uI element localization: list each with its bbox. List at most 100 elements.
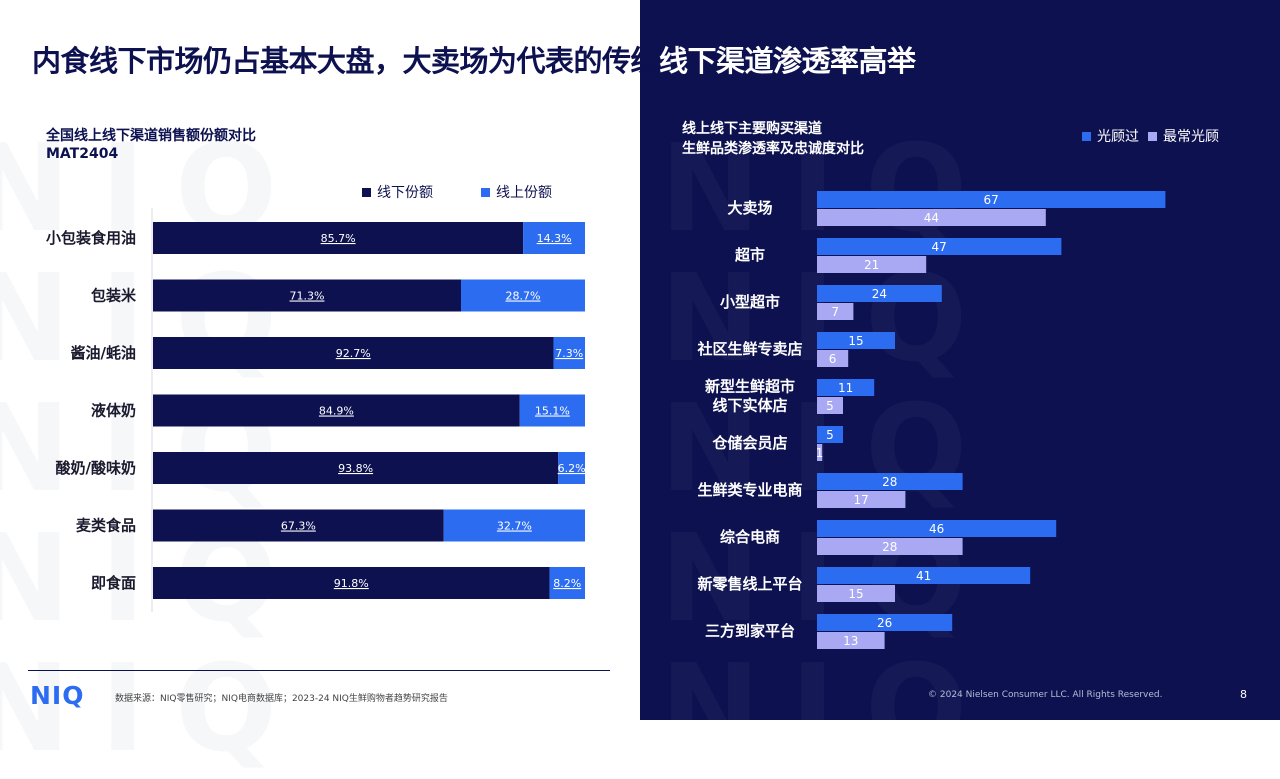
category-label: 酱油/蚝油 [71, 344, 136, 362]
data-label-offline: 93.8% [338, 462, 373, 475]
bar-most-visited [817, 209, 1046, 226]
bar-offline [153, 394, 520, 427]
bar-visited [817, 379, 875, 396]
right-legend-visited: 光顾过 [1082, 126, 1139, 146]
bar-offline [153, 222, 524, 254]
category-label: 社区生鲜专卖店 [696, 340, 802, 358]
title-part-light: 线下渠道渗透率高举 [659, 44, 916, 78]
bar-online [558, 452, 585, 484]
page-title: 内食线下市场仍占基本大盘，大卖场为代表的传统线下渠道渗透率高举 [32, 38, 916, 80]
bar-visited [817, 238, 1062, 255]
data-label-offline: 67.3% [281, 520, 316, 533]
bar-online [461, 279, 585, 312]
category-label: 仓储会员店 [711, 434, 787, 452]
data-label-visited: 5 [826, 428, 834, 442]
category-label: 小包装食用油 [46, 229, 136, 247]
left-chart-period: MAT2404 [46, 146, 119, 162]
right-panel [640, 0, 1280, 720]
category-label: 小型超市 [720, 293, 780, 311]
bar-most-visited [817, 256, 927, 273]
category-label: 大卖场 [727, 199, 772, 217]
data-label-visited: 41 [916, 569, 931, 583]
category-label: 新型生鲜超市 [705, 378, 795, 396]
bar-most-visited [817, 632, 885, 649]
legend-swatch-offline [362, 187, 371, 197]
data-label-online: 6.2% [558, 462, 586, 475]
legend-label-most: 最常光顾 [1163, 129, 1219, 145]
data-label-visited: 15 [848, 334, 863, 348]
share-chart: 小包装食用油 85.7% 14.3% 包装米 71.3% 28.7% 酱油/蚝油 92.7% 7… [46, 208, 586, 612]
bar-most-visited [817, 303, 854, 320]
category-label: 包装米 [91, 287, 137, 305]
bar-offline [153, 452, 559, 484]
legend-swatch-most [1148, 131, 1157, 141]
data-label-offline: 71.3% [290, 290, 325, 303]
bar-visited [817, 285, 942, 302]
bar-online [549, 567, 585, 599]
data-label-online: 14.3% [537, 232, 572, 245]
data-label-most-visited: 5 [826, 399, 834, 413]
page-number: 8 [1240, 688, 1247, 701]
bar-online [553, 337, 585, 369]
left-legend-online: 线上份额 [481, 182, 552, 202]
data-label-online: 8.2% [553, 577, 581, 590]
data-label-visited: 11 [838, 381, 853, 395]
niq-logo: NIQ [30, 681, 85, 710]
legend-label-online: 线上份额 [496, 185, 552, 201]
data-label-most-visited: 15 [848, 587, 863, 601]
category-label: 综合电商 [720, 528, 780, 546]
data-source: 数据来源：NIQ零售研究；NIQ电商数据库；2023-24 NIQ生鲜购物者趋势… [115, 694, 448, 704]
right-chart-title-line1: 线上线下主要购买渠道 [682, 121, 822, 137]
bar-visited [817, 473, 963, 490]
data-label-offline: 92.7% [336, 347, 371, 360]
data-label-visited: 67 [984, 193, 999, 207]
data-label-visited: 28 [882, 475, 897, 489]
copyright: © 2024 Nielsen Consumer LLC. All Rights … [928, 690, 1163, 700]
legend-swatch-online [481, 187, 490, 197]
bar-most-visited [817, 350, 849, 367]
bar-offline [153, 337, 554, 369]
bar-visited [817, 567, 1031, 584]
data-label-visited: 46 [929, 522, 944, 536]
data-label-most-visited: 1 [816, 446, 824, 460]
legend-label-offline: 线下份额 [377, 185, 433, 201]
bar-visited [817, 332, 895, 349]
bar-visited [817, 426, 843, 443]
footer-divider [28, 670, 610, 671]
data-label-most-visited: 7 [831, 305, 839, 319]
left-legend-offline: 线下份额 [362, 182, 433, 202]
bar-most-visited [817, 397, 843, 414]
bar-online [443, 509, 585, 542]
data-label-most-visited: 13 [843, 634, 858, 648]
data-label-online: 15.1% [535, 405, 570, 418]
data-label-offline: 84.9% [319, 405, 354, 418]
category-label: 麦类食品 [76, 517, 136, 535]
data-label-visited: 24 [872, 287, 887, 301]
bar-most-visited [817, 491, 906, 508]
data-label-most-visited: 21 [864, 258, 879, 272]
bar-online [523, 222, 585, 254]
data-label-online: 32.7% [497, 520, 532, 533]
legend-swatch-visited [1082, 131, 1091, 141]
bar-most-visited [817, 585, 895, 602]
right-legend-most: 最常光顾 [1148, 126, 1219, 146]
bar-visited [817, 614, 953, 631]
legend-label-visited: 光顾过 [1097, 129, 1139, 145]
bar-visited [817, 191, 1166, 208]
data-label-visited: 47 [932, 240, 947, 254]
right-chart-title-line2: 生鲜品类渗透率及忠诚度对比 [682, 141, 864, 157]
category-label: 液体奶 [91, 402, 136, 420]
data-label-most-visited: 28 [882, 540, 897, 554]
title-part-dark: 内食线下市场仍占基本大盘，大卖场为代表的传统 [32, 44, 660, 78]
data-label-offline: 85.7% [321, 232, 356, 245]
category-label: 新零售线上平台 [697, 575, 802, 593]
bar-most-visited [817, 444, 823, 461]
category-label: 生鲜类专业电商 [697, 481, 802, 499]
left-chart-subtitle: 全国线上线下渠道销售额份额对比 MAT2404 [46, 127, 256, 163]
bar-online [519, 394, 585, 427]
data-label-most-visited: 44 [924, 211, 939, 225]
data-label-offline: 91.8% [334, 577, 369, 590]
data-label-visited: 26 [877, 616, 892, 630]
left-chart-title: 全国线上线下渠道销售额份额对比 [46, 128, 256, 144]
